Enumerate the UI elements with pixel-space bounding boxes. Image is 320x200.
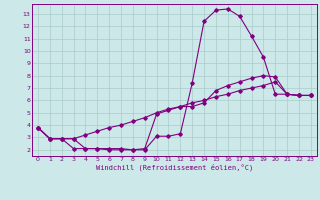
X-axis label: Windchill (Refroidissement éolien,°C): Windchill (Refroidissement éolien,°C) — [96, 164, 253, 171]
